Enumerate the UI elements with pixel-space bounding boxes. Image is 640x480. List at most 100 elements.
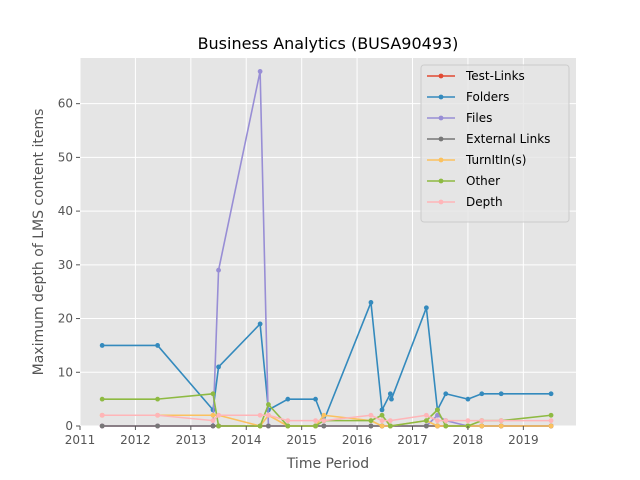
data-point [285, 423, 291, 429]
data-point [99, 396, 105, 402]
series-line [102, 301, 552, 422]
data-point [479, 423, 485, 429]
y-tick-label: 40 [58, 204, 73, 218]
data-point [479, 391, 485, 397]
data-point [548, 391, 554, 397]
legend-label: Other [466, 174, 500, 188]
data-point [423, 423, 429, 429]
legend-label: Test-Links [465, 69, 525, 83]
x-tick-label: 2018 [453, 433, 484, 447]
legend-item: Depth [427, 195, 503, 209]
data-point [257, 412, 263, 418]
data-point [155, 423, 160, 429]
data-point [99, 343, 105, 348]
legend-box [420, 64, 570, 223]
data-point [266, 412, 271, 418]
data-point [548, 418, 554, 424]
y-tick-label: 30 [58, 258, 73, 272]
legend-label: Depth [466, 195, 503, 209]
data-point [321, 412, 327, 418]
legend-item: Files [427, 111, 492, 125]
data-point [498, 423, 504, 429]
data-point [99, 423, 105, 429]
data-point [257, 423, 263, 429]
data-point [216, 364, 221, 370]
y-tick-label: 60 [58, 97, 73, 111]
data-point [443, 418, 449, 424]
legend-label: Files [466, 111, 492, 125]
y-tick-label: 20 [58, 312, 73, 326]
data-point [435, 423, 440, 429]
data-point [435, 412, 440, 418]
legend-marker [438, 73, 444, 79]
legend-item: TurnItIn(s) [427, 153, 526, 167]
data-point [368, 412, 374, 418]
data-point [216, 412, 221, 418]
series-depth [99, 412, 554, 424]
y-tick-label: 10 [58, 365, 73, 379]
data-point [465, 418, 471, 424]
x-tick-label: 2011 [65, 433, 96, 447]
x-axis-ticks: 2011 2012 2013 2014 2015 2016 2017 2018 2019 [65, 426, 539, 447]
x-tick-label: 2019 [508, 433, 539, 447]
x-tick-label: 2017 [397, 433, 428, 447]
data-point [210, 391, 216, 397]
data-point [321, 418, 327, 424]
data-point [423, 412, 429, 418]
legend-marker [438, 178, 444, 184]
data-point [368, 418, 374, 424]
data-point [498, 391, 504, 397]
x-tick-label: 2015 [286, 433, 317, 447]
data-point [257, 321, 263, 327]
x-tick-label: 2016 [342, 433, 373, 447]
legend-label: TurnItIn(s) [465, 153, 526, 167]
data-point [379, 423, 385, 429]
legend-marker [438, 199, 444, 205]
data-point [210, 418, 216, 424]
legend-marker [438, 157, 444, 163]
data-point [387, 391, 393, 397]
y-tick-label: 50 [58, 150, 73, 164]
data-point [389, 396, 394, 402]
data-point [155, 396, 160, 402]
data-point [216, 423, 221, 429]
data-point [210, 423, 216, 429]
data-point [99, 412, 105, 418]
legend-item: Other [427, 174, 500, 188]
data-point [379, 418, 385, 424]
data-point [321, 423, 327, 429]
data-point [266, 423, 271, 429]
data-point [423, 305, 429, 311]
data-point [498, 418, 504, 424]
chart-title: Business Analytics (BUSA90493) [198, 34, 459, 53]
data-point [479, 418, 485, 424]
data-point [266, 402, 271, 407]
legend-marker [438, 94, 444, 100]
data-point [443, 423, 449, 429]
data-point [285, 418, 291, 424]
x-tick-label: 2013 [176, 433, 207, 447]
data-point [257, 69, 263, 74]
legend-item: Test-Links [427, 69, 525, 83]
legend-marker [438, 115, 444, 121]
legend-marker [438, 136, 444, 142]
data-point [368, 300, 374, 305]
data-point [155, 412, 160, 418]
legend-item: Folders [427, 90, 509, 104]
x-tick-label: 2014 [231, 433, 262, 447]
data-point [423, 418, 429, 424]
data-point [379, 407, 385, 413]
x-axis-label: Time Period [286, 456, 369, 472]
data-point [548, 423, 554, 429]
y-axis-label: Maximum depth of LMS content items [31, 109, 47, 376]
legend-label: External Links [466, 132, 550, 146]
data-point [210, 412, 216, 418]
data-point [313, 423, 318, 429]
data-point [313, 396, 318, 402]
data-point [368, 423, 374, 429]
data-point [435, 407, 440, 413]
data-point [548, 412, 554, 418]
y-axis-ticks: 0 10 20 30 40 50 60 [58, 97, 80, 433]
data-point [465, 396, 471, 402]
